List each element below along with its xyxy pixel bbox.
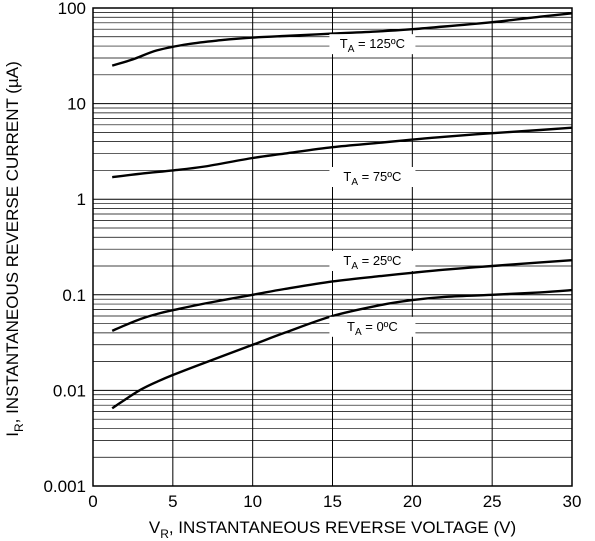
- series-label-background: [329, 167, 416, 188]
- y-tick-label: 100: [58, 0, 86, 18]
- x-tick-label: 30: [563, 492, 582, 511]
- y-tick-label: 10: [67, 95, 86, 114]
- x-axis-label: VR, INSTANTANEOUS REVERSE VOLTAGE (V): [149, 518, 516, 541]
- series-line-2: [111, 259, 573, 332]
- series-label-1: TA = 75ºC: [329, 167, 416, 188]
- x-tick-label: 15: [323, 492, 342, 511]
- x-tick-label: 20: [403, 492, 422, 511]
- series-label-3: TA = 0ºC: [329, 316, 416, 338]
- series-label-0: TA = 125ºC: [329, 34, 416, 55]
- tick-labels: 0 5 10 15 20 25 30 0.001 0.01 0.1 1 10 100: [43, 0, 581, 511]
- x-tick-label: 5: [168, 492, 177, 511]
- series-label-background: [329, 250, 416, 271]
- series-label-text: TA = 25ºC: [343, 253, 401, 272]
- plot-frame: [92, 7, 573, 487]
- x-tick-label: 25: [483, 492, 502, 511]
- series-line-3: [111, 288, 573, 410]
- y-tick-label: 0.01: [53, 381, 86, 400]
- series-label-background: [329, 316, 416, 337]
- series-label-text: TA = 0ºC: [347, 319, 398, 338]
- x-tick-label: 10: [243, 492, 262, 511]
- y-tick-label: 0.001: [43, 477, 86, 496]
- y-tick-label: 0.1: [62, 286, 86, 305]
- series-label-2: TA = 25ºC: [329, 250, 416, 272]
- series-label-background: [329, 34, 416, 55]
- y-tick-label: 1: [77, 190, 86, 209]
- curves: TA = 125ºC TA = 75ºC TA = 25ºC TA = 0ºC: [111, 12, 573, 410]
- x-tick-label: 0: [88, 492, 97, 511]
- series-label-text: TA = 125ºC: [340, 36, 405, 55]
- grid: [92, 8, 573, 487]
- series-line-0: [111, 12, 573, 67]
- y-axis-label: IR, INSTANTANEOUS REVERSE CURRENT (µA): [3, 61, 26, 437]
- series-line-1: [112, 126, 573, 179]
- series-label-text: TA = 75ºC: [343, 169, 401, 188]
